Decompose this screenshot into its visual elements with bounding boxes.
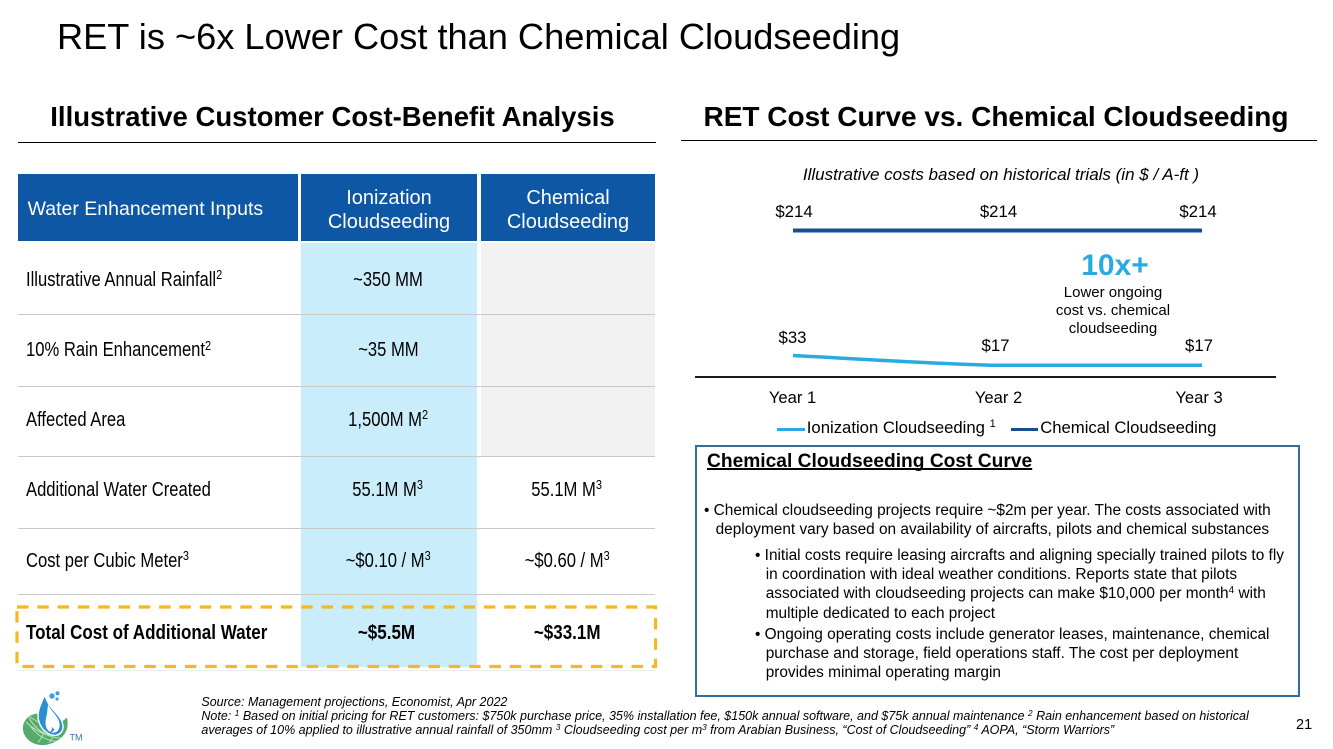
svg-text:TM: TM: [70, 733, 83, 743]
